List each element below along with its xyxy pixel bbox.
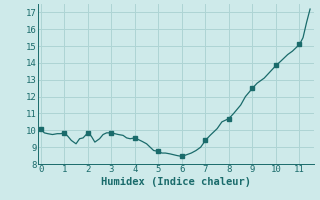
- X-axis label: Humidex (Indice chaleur): Humidex (Indice chaleur): [101, 177, 251, 187]
